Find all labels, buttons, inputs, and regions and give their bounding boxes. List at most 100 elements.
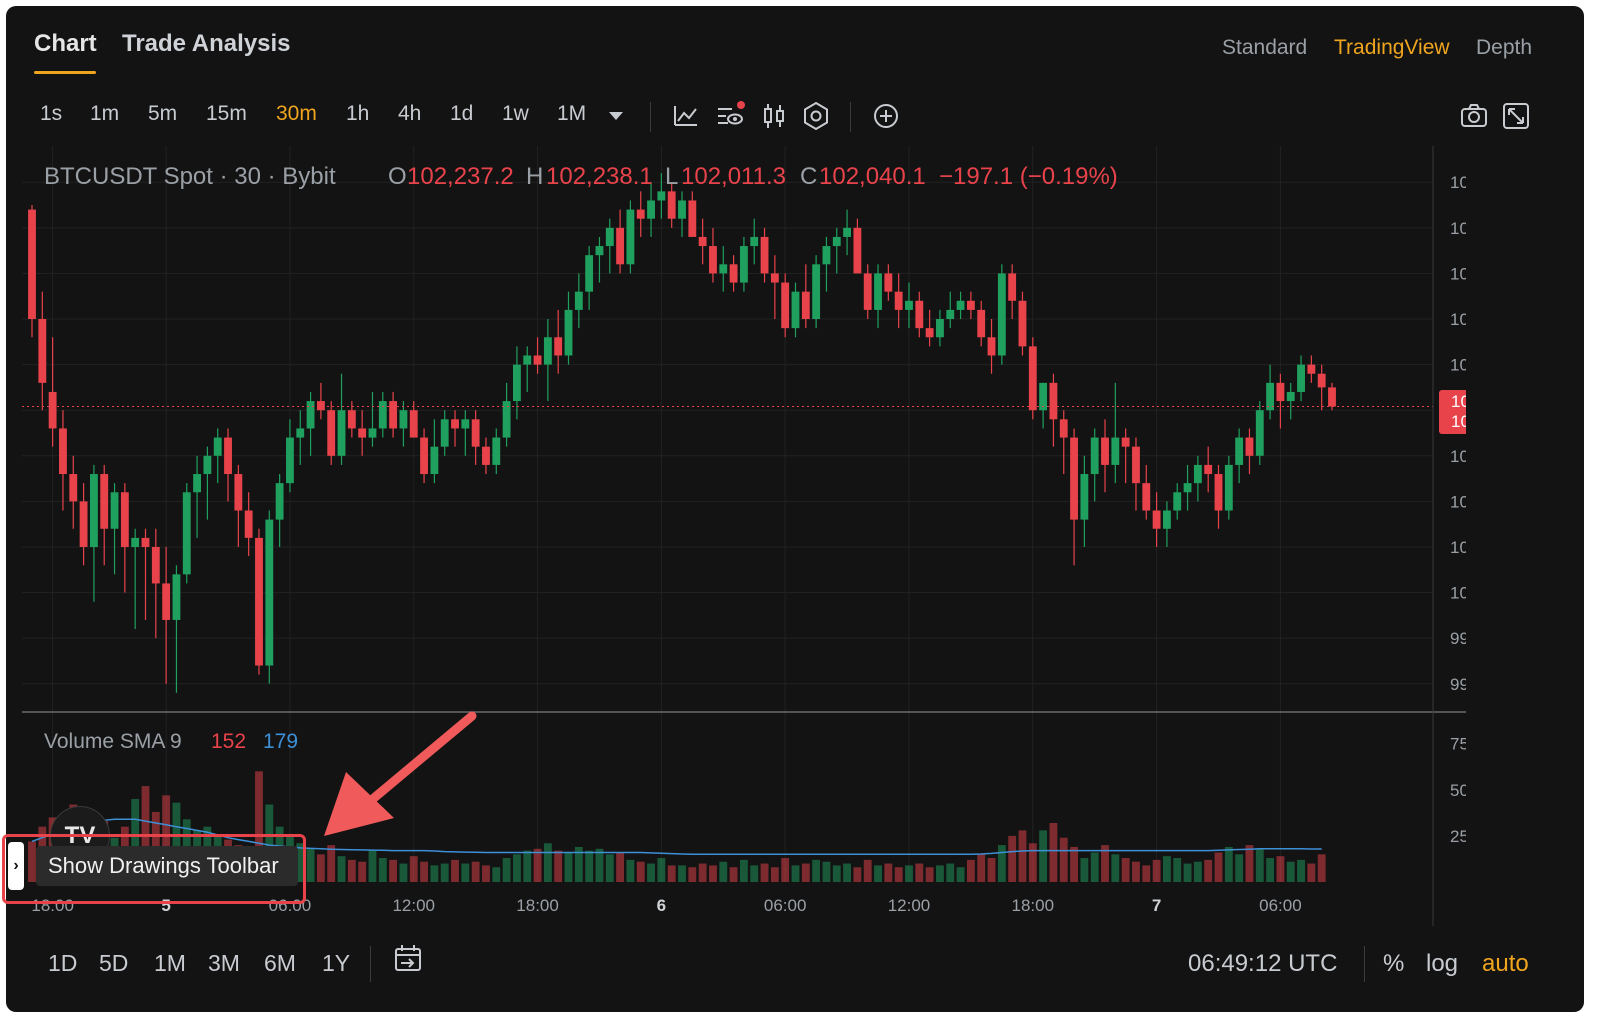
volume-bar <box>1286 861 1295 882</box>
settings-icon[interactable] <box>800 100 832 132</box>
volume-bar <box>750 865 759 882</box>
volume-bar <box>430 865 439 882</box>
timeframe-30m[interactable]: 30m <box>276 102 317 125</box>
candle <box>502 382 511 447</box>
candle <box>440 410 449 456</box>
volume-bar <box>533 848 542 882</box>
view-depth[interactable]: Depth <box>1476 36 1533 59</box>
volume-bar <box>616 852 625 882</box>
candle-body <box>306 401 315 429</box>
candle <box>533 337 542 374</box>
candle <box>59 410 67 511</box>
candle <box>347 401 356 438</box>
range-1m[interactable]: 1M <box>154 950 186 976</box>
candle-body <box>430 446 439 475</box>
candle-body <box>59 428 67 475</box>
chevron-down-icon[interactable] <box>600 100 632 132</box>
candle <box>936 309 944 347</box>
auto-scale-toggle[interactable]: auto <box>1482 950 1529 977</box>
candle <box>69 455 78 529</box>
utc-clock[interactable]: 06:49:12 UTC <box>1188 950 1338 977</box>
timeframe-1d[interactable]: 1d <box>450 102 474 125</box>
chart-pane[interactable]: 104,500.0 104,000.0 103,500.0 103,000.0 102,… <box>22 146 1546 926</box>
add-icon[interactable] <box>870 100 902 132</box>
last-price-label: 102,040.1 10:47 <box>1439 390 1546 434</box>
log-scale-toggle[interactable]: log <box>1426 950 1459 977</box>
candle <box>48 337 57 447</box>
volume-bar <box>946 863 955 882</box>
volume-tick-label: 250 <box>1450 827 1466 846</box>
timeframe-5m[interactable]: 5m <box>148 102 178 125</box>
candle-style-icon[interactable] <box>758 100 790 132</box>
timeframe-1s[interactable]: 1s <box>40 102 63 125</box>
candle <box>905 282 913 329</box>
candle-body <box>316 401 325 411</box>
date-range-icon[interactable] <box>392 942 424 974</box>
time-tick-label: 06:00 <box>764 896 807 915</box>
volume-bar <box>1039 830 1048 882</box>
timeframe-1h[interactable]: 1h <box>346 102 370 125</box>
candle <box>1183 464 1192 511</box>
candle-body <box>420 437 428 475</box>
candle-body <box>378 401 387 429</box>
active-tab-indicator <box>34 71 96 74</box>
volume-bar <box>451 859 459 882</box>
time-tick-label: 18:00 <box>516 896 559 915</box>
volume-bar <box>709 865 717 882</box>
time-tick-label: 18:00 <box>31 896 74 915</box>
candle <box>832 227 841 274</box>
time-tick-label: 12:00 <box>392 896 435 915</box>
tab-trade-analysis[interactable]: Trade Analysis <box>122 30 291 57</box>
candle <box>760 227 769 283</box>
candle <box>378 391 387 438</box>
candle <box>1297 355 1305 402</box>
candle-body <box>1028 346 1037 411</box>
indicators-icon[interactable] <box>670 100 702 132</box>
volume-bar <box>513 854 521 882</box>
candle-body <box>874 273 882 310</box>
candle-body <box>141 537 150 547</box>
candle <box>801 264 810 329</box>
percent-scale-toggle[interactable]: % <box>1383 950 1405 977</box>
price-tick-label: 101,000.0 <box>1450 492 1466 511</box>
candle-body <box>894 291 903 310</box>
drawings-toolbar-toggle[interactable]: › <box>8 842 24 890</box>
camera-icon[interactable] <box>1458 100 1490 132</box>
candle-body <box>564 309 573 356</box>
candle-body <box>1111 437 1120 465</box>
range-1y[interactable]: 1Y <box>322 950 351 976</box>
volume-bar <box>595 848 604 882</box>
last-price-value: 102,040.1 <box>1451 392 1466 411</box>
volume-bar <box>1235 854 1244 882</box>
tab-chart[interactable]: Chart <box>34 30 97 57</box>
timeframe-15m[interactable]: 15m <box>206 102 247 125</box>
legend-low: 102,011.3 <box>681 163 786 190</box>
range-3m[interactable]: 3M <box>208 950 240 976</box>
candle <box>750 218 759 265</box>
price-tick-label: 101,500.0 <box>1450 447 1466 466</box>
view-tradingview[interactable]: TradingView <box>1334 36 1450 59</box>
price-tick-label: 99,500.0 <box>1450 629 1466 648</box>
candle <box>193 455 201 538</box>
timeframe-4h[interactable]: 4h <box>398 102 422 125</box>
range-1d[interactable]: 1D <box>48 950 78 976</box>
visibility-icon[interactable] <box>714 100 746 132</box>
timeframe-1M[interactable]: 1M <box>557 102 587 125</box>
price-chart[interactable]: 104,500.0 104,000.0 103,500.0 103,000.0 102,… <box>22 146 1546 926</box>
view-standard[interactable]: Standard <box>1222 36 1308 59</box>
timeframe-1m[interactable]: 1m <box>90 102 120 125</box>
candle-body <box>213 437 222 456</box>
candle <box>1101 419 1109 493</box>
candle <box>574 273 583 329</box>
candle-body <box>1090 437 1099 475</box>
candle <box>399 401 408 447</box>
timeframe-1w[interactable]: 1w <box>502 102 529 125</box>
candle <box>564 291 573 365</box>
candle-body <box>832 236 841 247</box>
fullscreen-icon[interactable] <box>1500 100 1532 132</box>
range-6m[interactable]: 6M <box>264 950 296 976</box>
range-5d[interactable]: 5D <box>99 950 129 976</box>
candle-body <box>1049 382 1058 420</box>
candle <box>1317 364 1326 411</box>
candle <box>141 528 150 620</box>
